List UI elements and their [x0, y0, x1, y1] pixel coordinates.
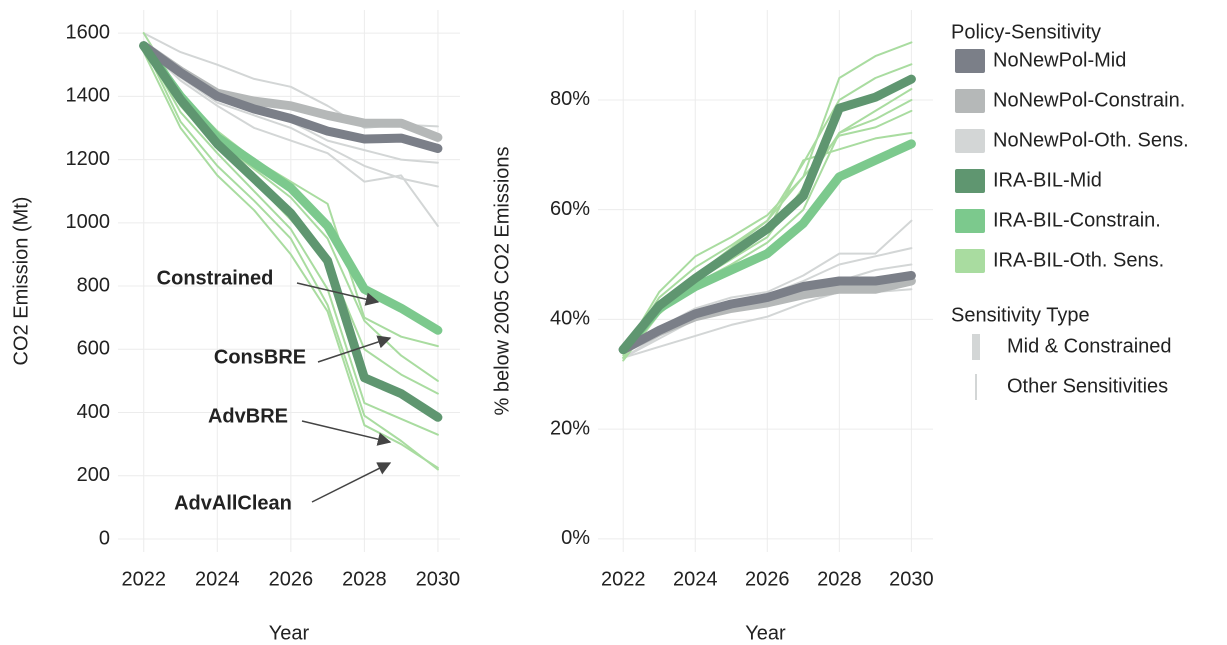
- x-tick-label: 2030: [889, 568, 934, 590]
- sensitivity-line: [622, 109, 913, 354]
- annotation-arrow: [296, 282, 380, 306]
- y-tick-label: 800: [77, 274, 110, 296]
- legend-swatch: [955, 49, 985, 73]
- y-tick-label: 20%: [550, 417, 590, 439]
- y-tick-label: 60%: [550, 198, 590, 220]
- x-tick-label: 2028: [817, 568, 862, 590]
- series-line: [618, 271, 916, 355]
- x-tick-label: 2030: [416, 568, 461, 590]
- legend-swatch: [955, 209, 985, 233]
- series-line: [139, 41, 443, 422]
- annotation: ConsBRE: [214, 346, 306, 368]
- x-tick-label: 2026: [269, 568, 314, 590]
- annotation: Constrained: [157, 267, 274, 289]
- x-axis-label: Year: [269, 622, 310, 644]
- annotation: AdvAllClean: [174, 492, 292, 514]
- sensitivity-line: [142, 44, 439, 471]
- y-axis-label: % below 2005 CO2 Emissions: [491, 146, 513, 415]
- legend-swatch: [955, 89, 985, 113]
- sensitivity-line: [142, 44, 439, 227]
- annotation: AdvBRE: [208, 405, 288, 427]
- y-tick-label: 600: [77, 338, 110, 360]
- x-tick-label: 2024: [195, 568, 240, 590]
- x-tick-label: 2024: [673, 568, 718, 590]
- legend-label: Other Sensitivities: [1007, 375, 1168, 397]
- y-axis-label: CO2 Emission (Mt): [10, 197, 32, 366]
- y-tick-label: 1600: [66, 21, 111, 43]
- series-line: [139, 41, 443, 153]
- y-tick-label: 200: [77, 464, 110, 486]
- legend-label: NoNewPol-Constrain.: [993, 89, 1185, 111]
- annotation-arrow: [317, 335, 392, 363]
- legend-title: Sensitivity Type: [951, 304, 1090, 326]
- y-tick-label: 1200: [66, 148, 111, 170]
- y-tick-label: 1000: [66, 211, 111, 233]
- series-line: [618, 74, 916, 355]
- y-tick-label: 0%: [561, 527, 590, 549]
- x-tick-label: 2022: [601, 568, 646, 590]
- legend-label: Mid & Constrained: [1007, 335, 1172, 357]
- annotation-arrow: [311, 462, 392, 503]
- y-tick-label: 80%: [550, 88, 590, 110]
- annotation-arrow: [301, 420, 392, 446]
- x-axis-label: Year: [745, 622, 786, 644]
- legend-swatch: [955, 129, 985, 153]
- legend-label: NoNewPol-Oth. Sens.: [993, 129, 1189, 151]
- y-tick-label: 40%: [550, 308, 590, 330]
- y-tick-label: 1400: [66, 85, 111, 107]
- y-tick-label: 0: [99, 527, 110, 549]
- legend-title: Policy-Sensitivity: [951, 21, 1101, 43]
- y-tick-label: 400: [77, 401, 110, 423]
- legend-label: IRA-BIL-Oth. Sens.: [993, 249, 1164, 271]
- legend-swatch: [955, 249, 985, 273]
- legend-swatch: [955, 169, 985, 193]
- sensitivity-line: [142, 44, 439, 436]
- legend-label: IRA-BIL-Constrain.: [993, 209, 1161, 231]
- x-tick-label: 2022: [121, 568, 166, 590]
- legend-label: NoNewPol-Mid: [993, 49, 1126, 71]
- x-tick-label: 2026: [745, 568, 790, 590]
- x-tick-label: 2028: [342, 568, 387, 590]
- legend-label: IRA-BIL-Mid: [993, 169, 1102, 191]
